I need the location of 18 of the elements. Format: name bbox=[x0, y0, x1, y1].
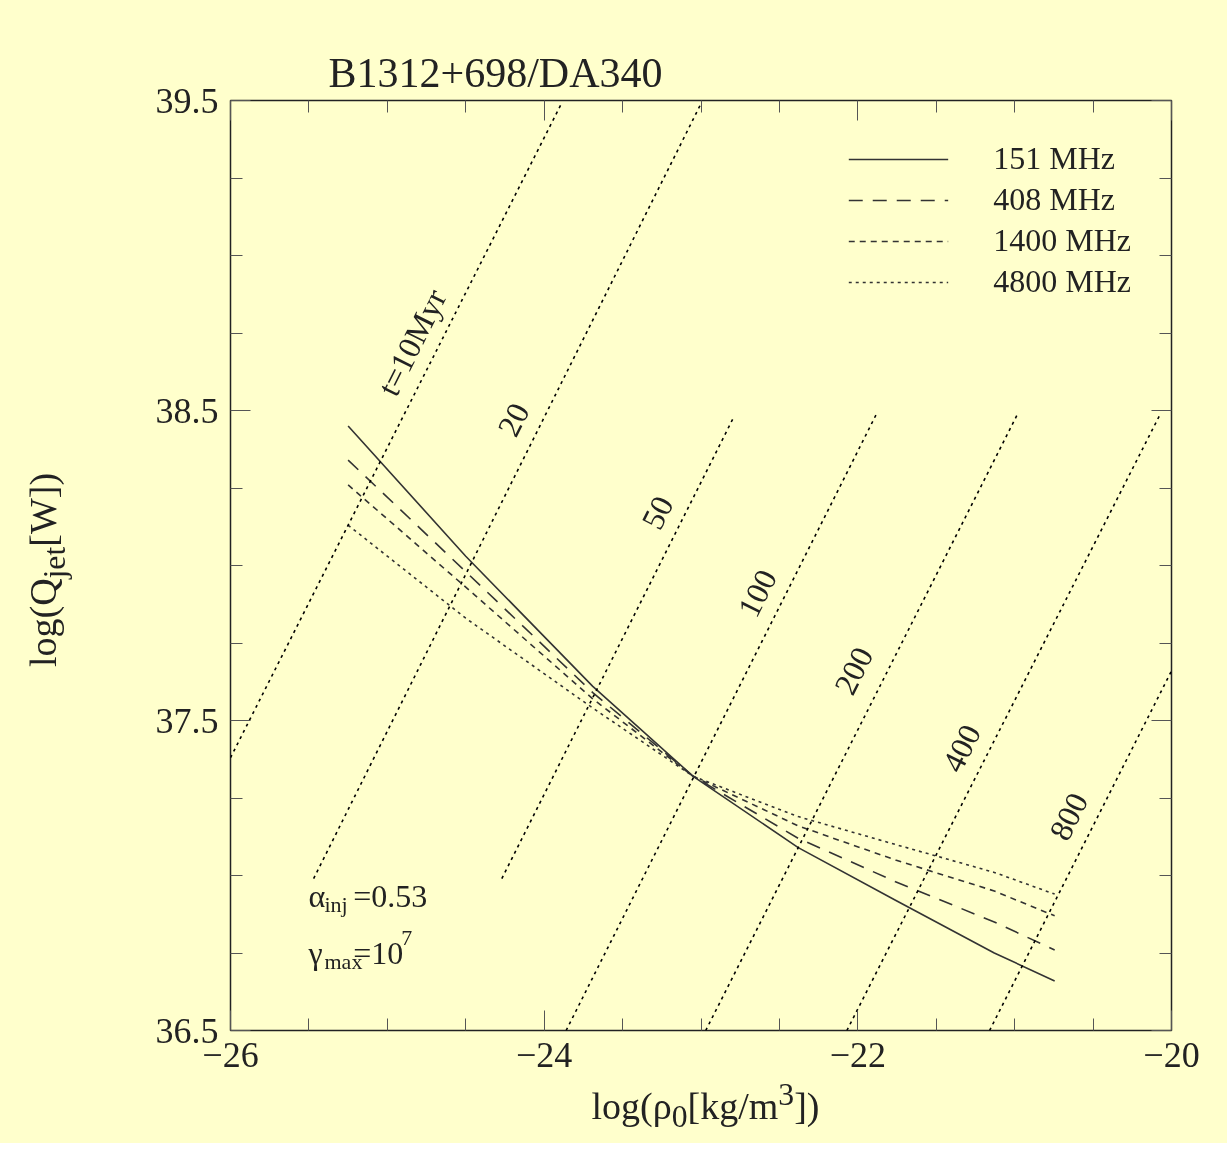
x-tick-label: −24 bbox=[516, 1034, 573, 1075]
x-tick-label: −22 bbox=[829, 1034, 886, 1075]
annotation: 50 bbox=[634, 490, 681, 535]
legend-label: 151 MHz bbox=[993, 140, 1115, 177]
y-tick-label: 38.5 bbox=[155, 390, 219, 431]
annotation: 100 bbox=[730, 563, 785, 623]
annotation: 400 bbox=[934, 718, 989, 778]
annotation: 800 bbox=[1041, 786, 1096, 846]
x-tick-label: −20 bbox=[1143, 1034, 1200, 1075]
legend-label: 1400 MHz bbox=[993, 222, 1131, 259]
chart-title: B1312+698/DA340 bbox=[328, 49, 663, 96]
annotation: 20 bbox=[490, 397, 537, 442]
legend-label: 4800 MHz bbox=[993, 263, 1131, 300]
legend-label: 408 MHz bbox=[993, 181, 1115, 218]
y-tick-label: 39.5 bbox=[155, 80, 219, 121]
annotation: 200 bbox=[826, 641, 881, 701]
x-axis-title: log(ρ$_{0}$[kg/m$^{3}$]) bbox=[591, 1077, 820, 1136]
y-tick-label: 37.5 bbox=[155, 700, 219, 741]
